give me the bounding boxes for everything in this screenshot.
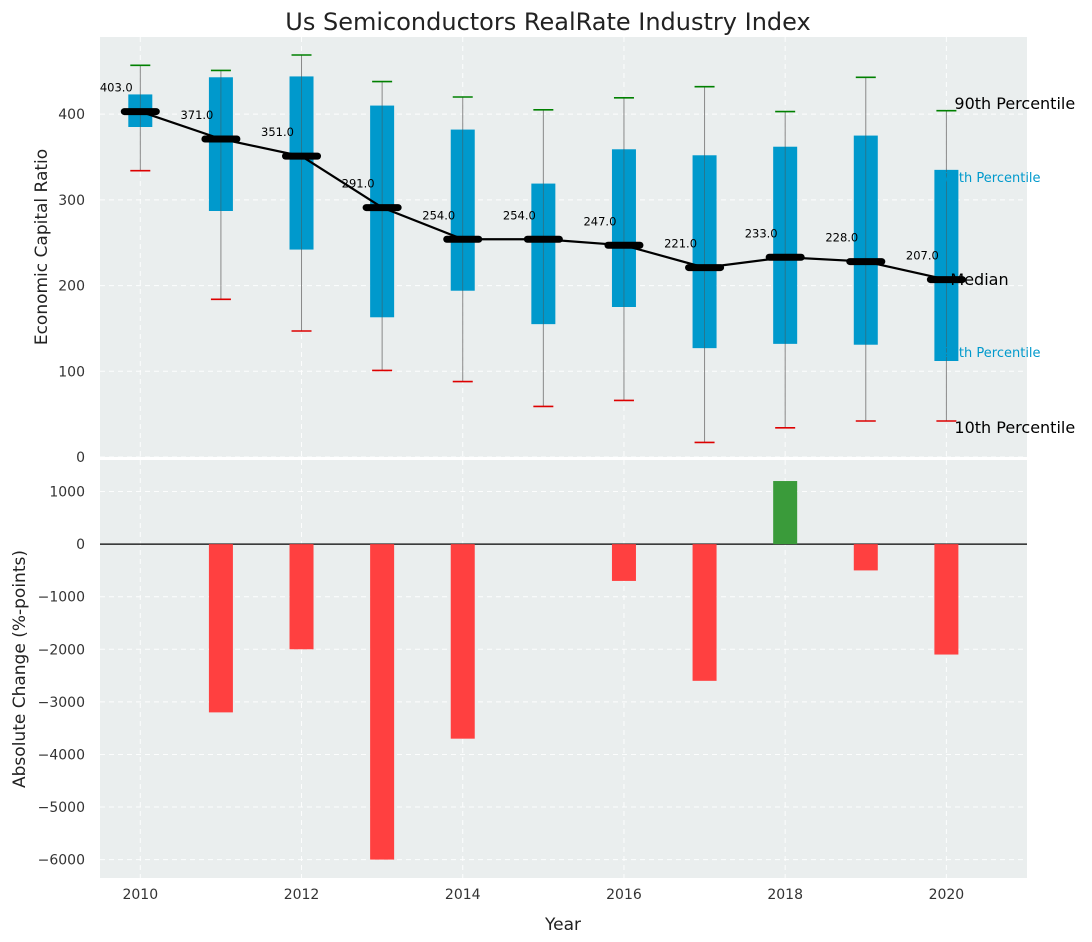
median-trend: [120, 108, 966, 284]
box-group: [531, 109, 556, 408]
p75-label: 75th Percentile: [942, 171, 1040, 186]
median-value-label: 371.0: [180, 108, 213, 122]
bottom-x-ticks: 2010 2012 2014 2016 2018 2020: [122, 887, 964, 903]
median-value-label: 221.0: [664, 237, 697, 251]
bottom-y-axis-label: Absolute Change (%-points): [10, 550, 30, 788]
p25-label: 25th Percentile: [942, 346, 1040, 361]
bottom-y-tick-label: 1000: [49, 485, 85, 501]
median-value-label: 233.0: [745, 226, 778, 240]
x-axis-label: Year: [544, 915, 581, 935]
change-bar: [208, 544, 233, 713]
median-value-label: 207.0: [906, 249, 939, 263]
change-bar-series: [208, 481, 959, 860]
change-bar: [853, 544, 878, 571]
top-y-tick-label: 0: [76, 450, 85, 466]
median-value-label: 228.0: [825, 231, 858, 245]
x-tick-label: 2014: [445, 887, 481, 903]
x-tick-label: 2018: [767, 887, 803, 903]
top-y-tick-label: 400: [58, 107, 85, 123]
bottom-y-tick-label: −4000: [38, 747, 85, 763]
median-value-label: 254.0: [503, 208, 536, 222]
top-y-tick-label: 300: [58, 193, 85, 209]
bottom-y-tick-label: −2000: [38, 642, 85, 658]
median-label: Median: [950, 270, 1008, 289]
top-y-axis-label: Economic Capital Ratio: [32, 149, 52, 345]
bottom-plot-area: [100, 460, 1027, 878]
x-tick-label: 2010: [122, 887, 158, 903]
box-group: [853, 76, 878, 422]
median-value-label: 351.0: [261, 125, 294, 139]
box-group: [611, 97, 636, 402]
x-tick-label: 2012: [284, 887, 320, 903]
percentile-labels: 90th Percentile 75th Percentile Median 25th…: [942, 94, 1075, 437]
box-group: [934, 109, 959, 422]
p90-label: 90th Percentile: [954, 94, 1075, 113]
median-value-label: 291.0: [342, 177, 375, 191]
box-series: [128, 54, 959, 444]
change-bar: [370, 544, 395, 860]
median-value-label: 254.0: [422, 208, 455, 222]
change-bar: [773, 481, 798, 545]
change-bar: [611, 544, 636, 581]
top-y-tick-label: 200: [58, 279, 85, 295]
median-value-label: 247.0: [583, 214, 616, 228]
bottom-y-tick-label: −5000: [38, 800, 85, 816]
box-group: [692, 85, 717, 444]
box-group: [208, 69, 233, 301]
box-group: [773, 110, 798, 429]
bottom-y-ticks: −6000 −5000 −4000 −3000 −2000 −1000 0 1000: [38, 485, 85, 869]
x-tick-label: 2016: [606, 887, 642, 903]
chart-title: Us Semiconductors RealRate Industry Inde…: [285, 8, 810, 36]
change-bar: [289, 544, 314, 650]
bottom-y-tick-label: −6000: [38, 853, 85, 869]
median-value-labels: 403.0 371.0 351.0 291.0 254.0 254.0 247.0 221.0…: [100, 81, 939, 263]
x-tick-label: 2020: [929, 887, 965, 903]
p10-label: 10th Percentile: [954, 418, 1075, 437]
top-y-ticks: 0 100 200 300 400: [58, 107, 85, 466]
median-value-label: 403.0: [100, 81, 133, 95]
bottom-y-tick-label: −1000: [38, 590, 85, 606]
bottom-y-tick-label: −3000: [38, 695, 85, 711]
bottom-y-tick-label: 0: [76, 537, 85, 553]
top-plot-area: [100, 37, 1027, 457]
change-bar: [934, 544, 959, 655]
change-bar: [692, 544, 717, 681]
change-bar: [450, 544, 475, 739]
top-y-tick-label: 100: [58, 364, 85, 380]
box-group: [289, 54, 314, 332]
